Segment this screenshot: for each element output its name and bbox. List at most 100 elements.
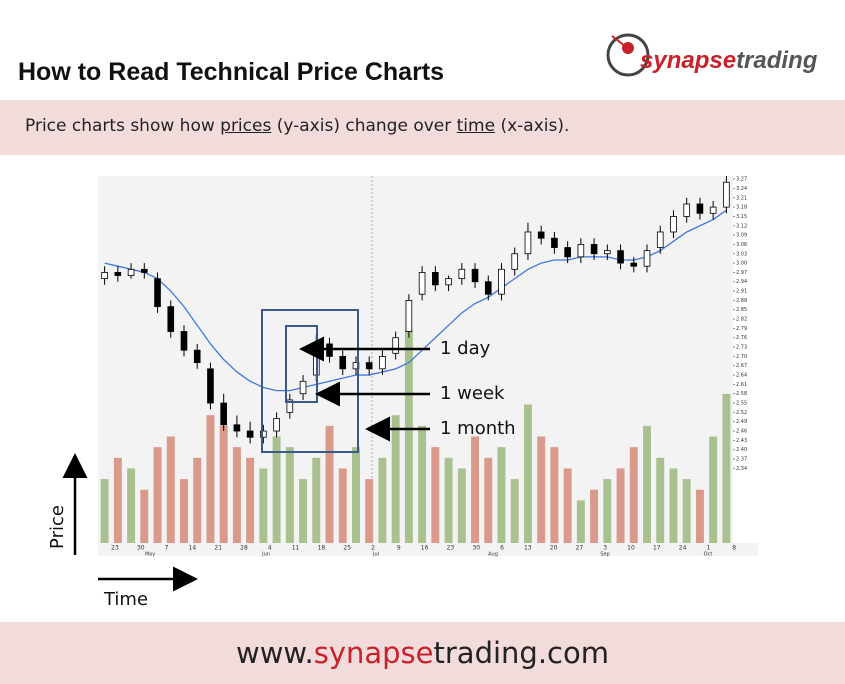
- volume-bar: [100, 479, 109, 543]
- x-axis-strip: [98, 543, 758, 556]
- y-tick-label: 3.15: [736, 214, 747, 220]
- y-tick-label: 2.49: [736, 419, 747, 425]
- candle-body: [154, 278, 161, 308]
- candle-body: [114, 272, 122, 276]
- x-tick-label: 2: [371, 545, 375, 552]
- x-tick-label: 23: [111, 545, 119, 552]
- x-tick-label: 11: [292, 545, 300, 552]
- candle-body: [445, 278, 452, 286]
- volume-bar: [550, 447, 559, 543]
- volume-bar: [206, 415, 215, 543]
- volume-bar: [643, 425, 651, 543]
- x-tick-label: 27: [576, 545, 584, 552]
- candle-body: [365, 362, 373, 370]
- x-tick-label: 4: [268, 545, 272, 552]
- candle-body: [260, 430, 267, 438]
- candle-body: [630, 262, 638, 267]
- candle-body: [723, 181, 730, 208]
- month-label: Jul: [372, 552, 379, 558]
- candle-body: [140, 268, 148, 273]
- candle-body: [379, 355, 386, 370]
- logo-ring: [606, 33, 650, 77]
- logo-dot: [622, 42, 634, 54]
- y-tick-label: 2.82: [736, 317, 747, 323]
- volume-bar: [656, 457, 665, 543]
- volume-bar: [153, 447, 162, 543]
- y-tick-label: 2.97: [736, 270, 747, 276]
- y-tick-label: 2.55: [736, 401, 747, 407]
- subtitle-part: prices: [220, 116, 272, 136]
- candle-body: [392, 337, 399, 354]
- candle-body: [656, 231, 664, 248]
- volume-bar: [695, 489, 704, 543]
- x-tick-label: 6: [500, 545, 504, 552]
- candle-body: [246, 430, 254, 438]
- volume-bar: [563, 468, 572, 543]
- volume-bar: [127, 468, 136, 543]
- candle-body: [286, 399, 294, 413]
- x-tick-label: 7: [165, 545, 169, 552]
- volume-bar: [338, 468, 347, 543]
- week-box: [285, 325, 318, 403]
- candle-body: [564, 247, 571, 258]
- candle-body: [207, 368, 214, 404]
- volume-bar: [352, 447, 360, 543]
- month-label: May: [145, 552, 155, 558]
- x-tick-label: 13: [524, 545, 532, 552]
- candle-body: [511, 253, 519, 270]
- month-label: Sep: [600, 552, 609, 558]
- volume-bar: [180, 479, 188, 543]
- y-tick-label: 3.21: [736, 195, 747, 201]
- candle-body: [405, 300, 413, 332]
- candle-body: [498, 268, 505, 295]
- axis-strip: [733, 176, 758, 543]
- x-tick-label: 17: [653, 545, 661, 552]
- candle-body: [233, 424, 241, 432]
- candle-body: [432, 272, 439, 286]
- volume-bar: [629, 447, 638, 543]
- candle-body: [484, 281, 492, 295]
- y-tick-label: 2.61: [736, 382, 747, 388]
- volume-bar: [418, 425, 427, 543]
- y-tick-label: 2.79: [736, 326, 747, 332]
- x-tick-label: 10: [627, 545, 635, 552]
- x-tick-label: 30: [472, 545, 480, 552]
- volume-bar: [232, 447, 241, 543]
- volume-bar: [285, 447, 294, 543]
- volume-bar: [431, 447, 440, 543]
- y-tick-label: 2.37: [736, 457, 747, 463]
- x-tick-label: 23: [447, 545, 455, 552]
- y-tick-label: 3.12: [736, 223, 747, 229]
- y-tick-label: 2.73: [736, 345, 747, 351]
- candle-body: [604, 250, 611, 255]
- volume-bar: [471, 436, 479, 543]
- y-tick-label: 2.64: [736, 373, 747, 379]
- month-box: [261, 309, 359, 453]
- volume-bar: [616, 468, 625, 543]
- plot-area: [98, 176, 733, 543]
- volume-bar: [709, 436, 718, 543]
- candle-body: [577, 244, 585, 258]
- candle-body: [551, 237, 558, 248]
- volume-bar: [391, 415, 400, 543]
- y-tick-label: 2.67: [736, 363, 747, 369]
- y-tick-label: 3.27: [736, 177, 747, 183]
- month-label: Aug: [488, 552, 498, 558]
- candle-body: [537, 231, 545, 239]
- title: How to Read Technical Price Charts: [18, 58, 445, 86]
- y-tick-label: 2.76: [736, 335, 747, 341]
- candle-body: [273, 418, 280, 432]
- candle-body: [458, 268, 466, 280]
- subtitle-part: (x-axis).: [495, 116, 570, 136]
- candle-body: [299, 380, 307, 395]
- volume-bar: [312, 457, 321, 543]
- annotation: 1 month: [440, 418, 516, 439]
- x-tick-label: 30: [137, 545, 145, 552]
- volume-bar: [325, 425, 334, 543]
- candle-body: [167, 306, 175, 332]
- footer-part: www.: [236, 636, 314, 670]
- subtitle-part: (y-axis) change over: [271, 116, 457, 136]
- x-tick-label: 28: [240, 545, 248, 552]
